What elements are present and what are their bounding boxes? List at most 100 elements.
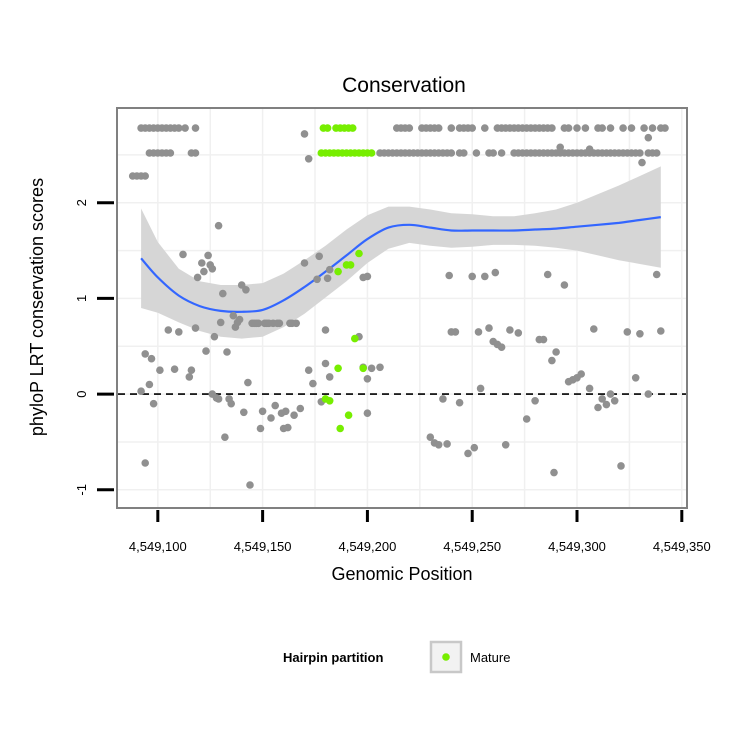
point-other [210, 332, 219, 341]
point-other [376, 363, 384, 372]
confidence-band-group [141, 166, 661, 339]
legend-label-mature: Mature [470, 650, 510, 665]
point-other [137, 387, 145, 396]
point-other [644, 390, 653, 398]
point-other [657, 327, 665, 335]
point-mature [323, 124, 332, 132]
point-other [256, 424, 265, 433]
point-other [447, 149, 456, 157]
point-other [636, 330, 644, 338]
point-other [470, 443, 479, 452]
point-other [191, 149, 200, 157]
point-other [464, 449, 472, 458]
legend-key-mature [442, 653, 450, 661]
confidence-band [141, 166, 661, 339]
data-points [128, 124, 669, 489]
point-other [321, 359, 330, 368]
point-other [619, 124, 627, 132]
point-other [149, 399, 158, 408]
point-other [141, 459, 149, 467]
point-other [652, 149, 661, 157]
point-mature [355, 249, 363, 258]
point-other [191, 324, 200, 332]
point-other [219, 289, 227, 298]
point-other [267, 414, 275, 422]
point-other [175, 328, 183, 336]
point-other [214, 395, 223, 403]
point-other [468, 272, 477, 281]
point-other [443, 440, 451, 448]
point-other [191, 124, 200, 132]
point-other [363, 272, 372, 281]
point-other [221, 433, 229, 442]
point-other [476, 384, 485, 393]
point-other [145, 380, 154, 389]
point-other [590, 325, 598, 333]
point-other [481, 124, 489, 132]
point-other [271, 401, 280, 410]
point-other [300, 130, 309, 138]
point-other [170, 365, 179, 374]
point-other [606, 390, 615, 398]
point-mature [334, 364, 342, 373]
point-other [455, 398, 464, 407]
point-other [275, 319, 284, 328]
point-other [296, 404, 305, 413]
point-other [445, 271, 454, 280]
point-other [472, 149, 481, 157]
point-other [193, 273, 202, 282]
point-mature [344, 411, 353, 420]
point-other [460, 149, 468, 157]
point-other [290, 411, 298, 420]
x-tick-label: 4,549,350 [653, 539, 711, 554]
point-other [325, 265, 334, 274]
point-other [489, 149, 498, 157]
point-mature [348, 124, 357, 132]
point-other [309, 379, 317, 388]
point-other [246, 481, 254, 489]
point-other [522, 415, 531, 423]
point-other [573, 124, 581, 132]
point-other [426, 433, 435, 442]
point-other [315, 252, 324, 261]
point-other [638, 158, 646, 167]
point-other [550, 468, 558, 477]
point-other [214, 221, 223, 230]
point-other [141, 350, 149, 358]
point-other [141, 172, 149, 180]
point-other [321, 326, 330, 334]
point-mature [351, 334, 359, 343]
point-other [501, 441, 510, 449]
point-other [548, 124, 556, 132]
point-other [363, 409, 372, 418]
point-other [240, 408, 248, 417]
point-other [229, 311, 238, 320]
point-other [623, 328, 632, 336]
point-other [235, 315, 244, 324]
point-other [652, 270, 661, 279]
point-other [531, 397, 539, 405]
point-other [497, 343, 506, 352]
y-tick-label: 0 [74, 390, 89, 397]
point-other [367, 364, 376, 373]
point-other [323, 274, 332, 283]
y-tick-label: -1 [74, 484, 89, 496]
point-other [181, 124, 189, 132]
point-other [598, 395, 606, 403]
point-other [485, 324, 493, 332]
x-tick-label: 4,549,100 [129, 539, 187, 554]
point-other [147, 354, 156, 363]
point-other [227, 399, 235, 408]
point-other [631, 374, 640, 382]
point-other [325, 373, 334, 381]
y-tick-label: 2 [74, 199, 89, 206]
point-other [313, 275, 321, 284]
point-other [481, 272, 489, 281]
axes: 4,549,100 4,549,150 4,549,200 4,549,250 4,54… [74, 199, 711, 554]
legend: Hairpin partition Mature [283, 640, 510, 674]
point-other [640, 124, 648, 132]
point-other [577, 370, 585, 378]
point-mature [336, 424, 345, 433]
point-other [216, 318, 225, 327]
